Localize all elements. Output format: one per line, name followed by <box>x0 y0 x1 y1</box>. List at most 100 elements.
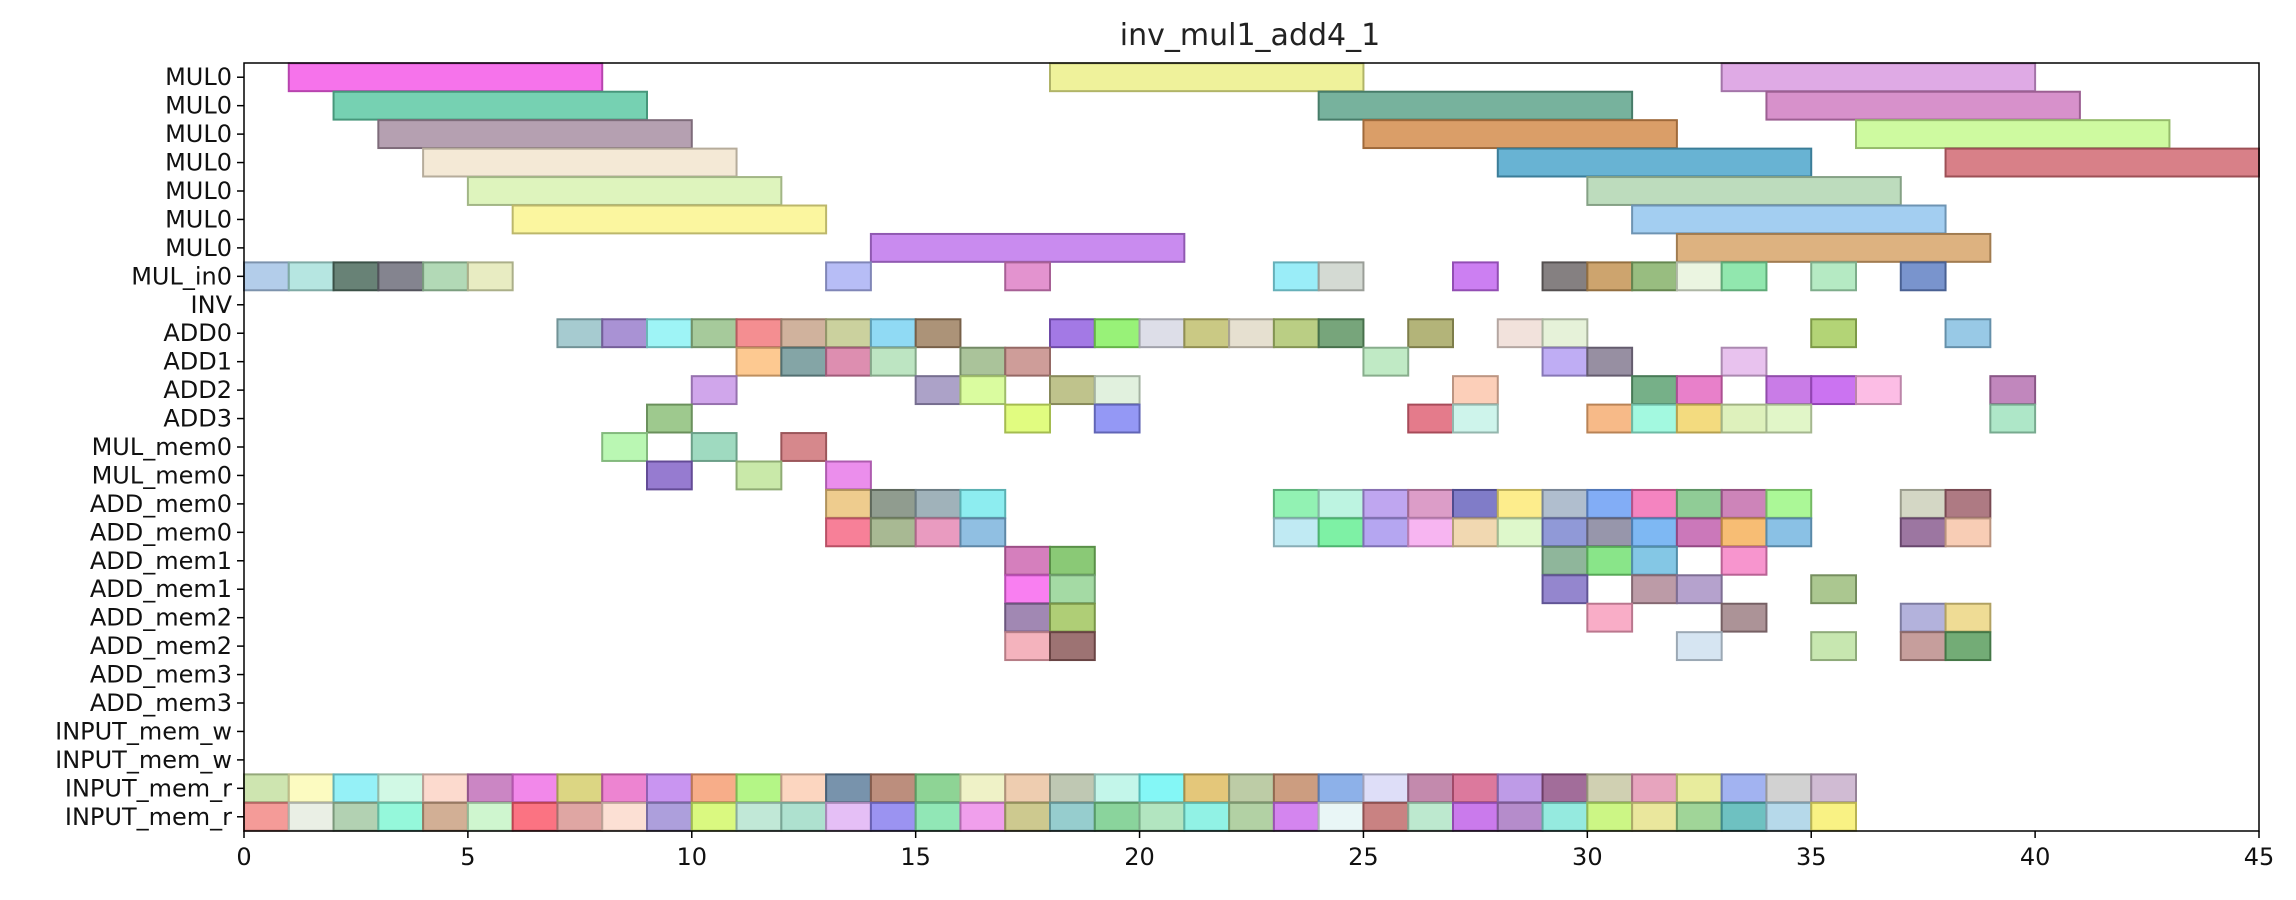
task-bar <box>1810 631 1857 662</box>
task-bar <box>1362 517 1410 548</box>
task-bar <box>1452 488 1499 519</box>
x-tick-label: 40 <box>2020 843 2051 871</box>
task-bar <box>1049 773 1096 804</box>
task-bar <box>1004 574 1052 605</box>
task-bar <box>1989 403 2037 434</box>
task-bar <box>1317 773 1365 804</box>
task-bar <box>377 119 693 150</box>
task-bar <box>735 801 783 832</box>
task-bar <box>1675 232 1992 263</box>
y-tick-label: MUL0 <box>165 205 232 233</box>
task-bar <box>1810 375 1857 406</box>
task-bar <box>1944 517 1992 548</box>
task-bar <box>1272 488 1320 519</box>
task-bar <box>1675 403 1723 434</box>
task-bar <box>959 773 1007 804</box>
task-bar <box>601 432 649 462</box>
task-bar <box>1407 801 1454 832</box>
task-bar <box>1541 346 1589 377</box>
task-bar <box>1765 773 1813 804</box>
task-bar <box>1944 488 1992 519</box>
task-bar <box>1810 574 1857 605</box>
task-bar <box>1362 773 1410 804</box>
task-bar <box>1049 318 1096 349</box>
task-bar <box>1496 517 1544 548</box>
task-bar <box>1228 801 1275 832</box>
task-bar <box>1541 801 1589 832</box>
task-bar <box>1452 375 1499 406</box>
y-tick-label: INPUT_mem_w <box>55 717 232 745</box>
x-tick-label: 20 <box>1124 843 1155 871</box>
task-bar <box>869 517 917 548</box>
task-bar <box>1944 318 1992 349</box>
x-tick-label: 10 <box>677 843 708 871</box>
task-bar <box>332 801 380 832</box>
task-bar <box>422 147 738 178</box>
task-bar <box>1720 488 1768 519</box>
task-bar <box>1855 119 2171 150</box>
task-bar <box>869 232 1186 263</box>
task-bar <box>1899 517 1947 548</box>
task-bar <box>1586 773 1634 804</box>
task-bar <box>735 346 783 377</box>
task-bar <box>1631 801 1678 832</box>
task-bar <box>1407 773 1454 804</box>
y-axis-labels: MUL0MUL0MUL0MUL0MUL0MUL0MUL0MUL_in0INVAD… <box>55 63 244 831</box>
x-tick-label: 15 <box>900 843 931 871</box>
task-bar <box>1989 375 2037 406</box>
task-bar <box>243 801 290 832</box>
task-bar <box>1586 517 1634 548</box>
task-bar <box>556 318 604 349</box>
task-bar <box>1899 631 1947 662</box>
task-bar <box>422 801 469 832</box>
task-bar <box>1004 602 1052 633</box>
task-bar <box>601 318 649 349</box>
task-bar <box>959 375 1007 406</box>
task-bar <box>1004 346 1052 377</box>
task-bar <box>1138 318 1186 349</box>
task-bar <box>287 62 604 93</box>
task-bar <box>869 346 917 377</box>
task-bar <box>1272 801 1320 832</box>
task-bar <box>1272 318 1320 349</box>
task-bar <box>1586 346 1634 377</box>
task-bar <box>1004 261 1052 292</box>
task-bar <box>287 773 335 804</box>
task-bar <box>1452 403 1499 434</box>
task-bar <box>511 204 828 235</box>
task-bar <box>1093 375 1141 406</box>
task-bar <box>959 488 1007 519</box>
task-bar <box>1452 773 1499 804</box>
task-bar <box>914 318 962 349</box>
task-bar <box>1586 261 1634 292</box>
task-bar <box>1586 801 1634 832</box>
task-bar <box>1944 631 1992 662</box>
task-bar <box>1362 346 1410 377</box>
task-bar <box>1765 375 1813 406</box>
task-bar <box>1452 517 1499 548</box>
task-bar <box>1183 773 1231 804</box>
task-bar <box>1317 261 1365 292</box>
task-bar <box>1093 318 1141 349</box>
task-bar <box>287 261 335 292</box>
task-bar <box>466 176 783 206</box>
task-bar <box>1541 488 1589 519</box>
y-tick-label: MUL0 <box>165 149 232 177</box>
task-bar <box>1899 261 1947 292</box>
task-bar <box>1317 90 1634 121</box>
y-tick-label: INV <box>191 291 233 319</box>
task-bar <box>825 488 872 519</box>
task-bar <box>690 318 738 349</box>
x-tick-label: 25 <box>1348 843 1379 871</box>
task-bar <box>869 488 917 519</box>
x-tick-label: 30 <box>1572 843 1603 871</box>
task-bar <box>332 261 380 292</box>
task-bar <box>1810 261 1857 292</box>
task-bar <box>735 773 783 804</box>
task-bar <box>914 801 962 832</box>
task-bar <box>869 801 917 832</box>
task-bar <box>1317 318 1365 349</box>
task-bar <box>466 773 514 804</box>
task-bar <box>1272 261 1320 292</box>
